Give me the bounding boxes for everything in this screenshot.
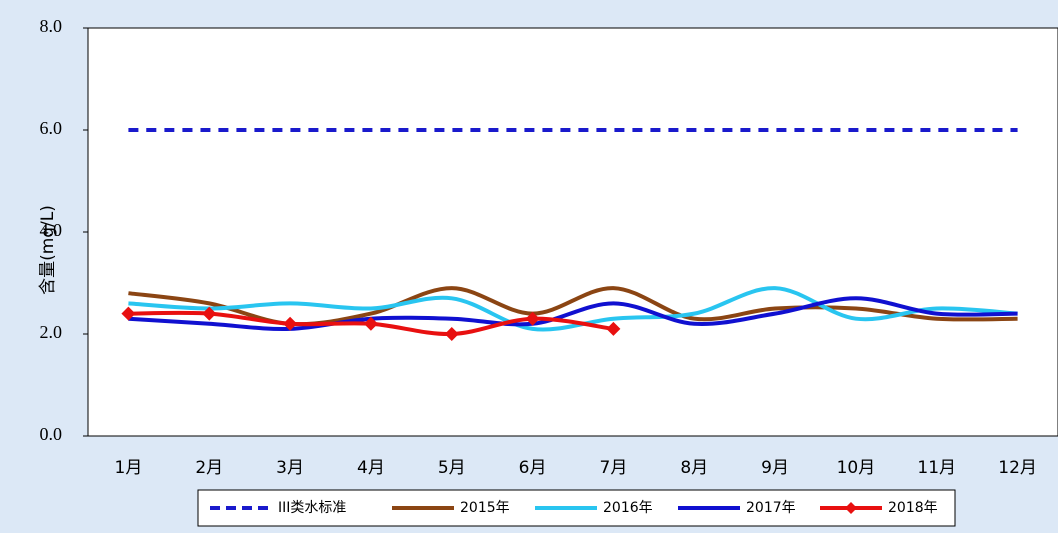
y-axis-label: 含量(mg/L) (38, 205, 58, 295)
series-line (128, 286, 1018, 332)
legend-label: 2018年 (888, 500, 938, 516)
point-marker (606, 321, 621, 336)
x-tick-label: 11月 (917, 458, 956, 478)
legend-marker (845, 502, 857, 514)
legend-label: 2016年 (603, 500, 653, 516)
point-marker (363, 316, 378, 331)
y-tick-label: 2.0 (40, 322, 63, 342)
y-tick-label: 6.0 (40, 118, 63, 138)
point-marker (121, 306, 136, 321)
x-tick-label: 1月 (115, 458, 143, 478)
x-tick-label: 3月 (276, 458, 304, 478)
point-marker (525, 311, 540, 326)
x-tick-label: 4月 (357, 458, 385, 478)
x-tick-label: 12月 (998, 458, 1037, 478)
legend-label: 2017年 (746, 500, 796, 516)
x-tick-label: 7月 (600, 458, 628, 478)
point-marker (283, 316, 298, 331)
y-tick-label: 8.0 (40, 16, 63, 36)
plot-area (87, 27, 1058, 437)
x-tick-label: 2月 (195, 458, 223, 478)
x-tick-label: 9月 (761, 458, 789, 478)
point-marker (202, 306, 217, 321)
legend-label: 2015年 (460, 500, 510, 516)
y-tick-label: 4.0 (40, 220, 63, 240)
x-tick-label: 8月 (680, 458, 708, 478)
x-tick-label: 6月 (519, 458, 547, 478)
x-tick-label: 10月 (837, 458, 876, 478)
series-line (128, 296, 1018, 332)
x-tick-label: 5月 (438, 458, 466, 478)
point-marker (444, 327, 459, 341)
y-tick-label: 0.0 (40, 424, 63, 444)
legend-label: III类水标准 (278, 500, 346, 516)
